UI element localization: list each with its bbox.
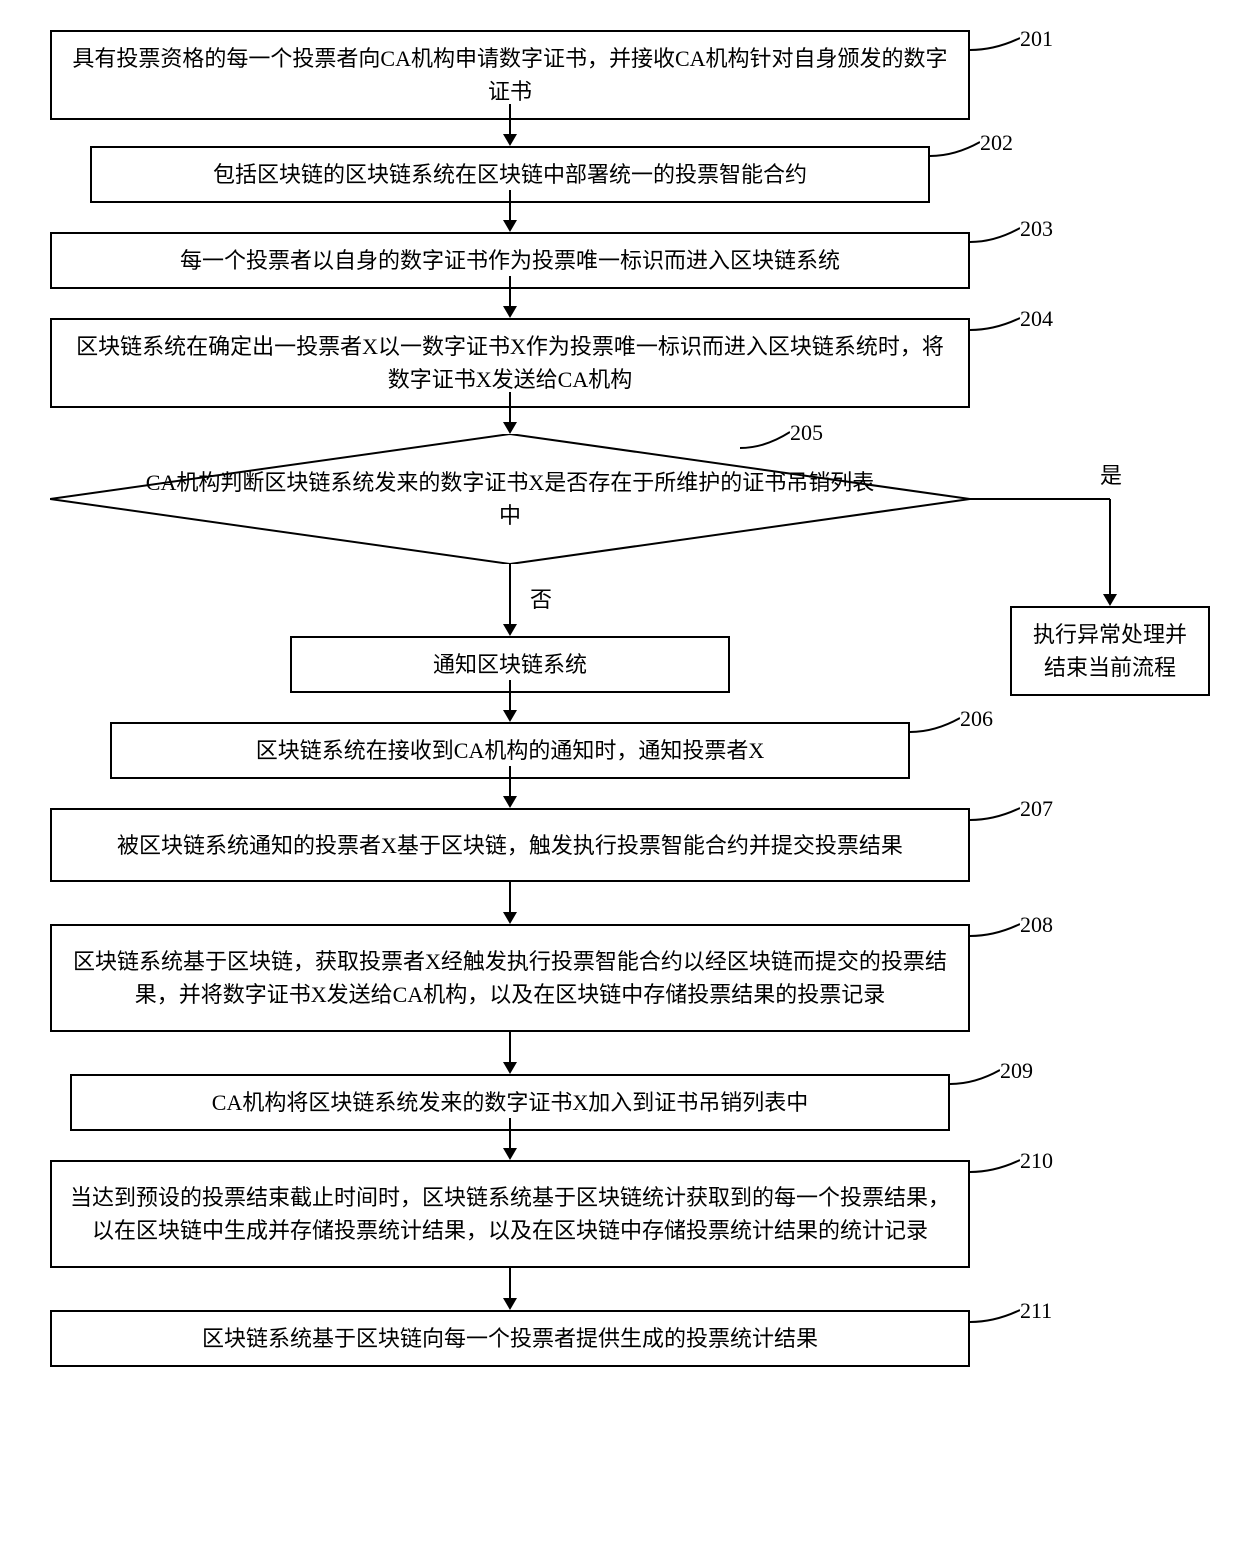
node-text: 当达到预设的投票结束截止时间时，区块链系统基于区块链统计获取到的每一个投票结果，… [68, 1181, 952, 1247]
node-text: 执行异常处理并结束当前流程 [1028, 618, 1192, 684]
step-label-211: 211 [1020, 1298, 1052, 1324]
node-text: CA机构将区块链系统发来的数字证书X加入到证书吊销列表中 [212, 1086, 808, 1119]
label-leader [930, 137, 980, 171]
label-leader [970, 803, 1020, 835]
arrow [509, 564, 511, 624]
edge-label-yes: 是 [1100, 458, 1122, 490]
arrow [509, 104, 511, 134]
label-leader [970, 919, 1020, 951]
step-label-205: 205 [790, 420, 823, 446]
arrow [509, 276, 511, 306]
step-label-209: 209 [1000, 1058, 1033, 1084]
label-leader [970, 33, 1020, 65]
node-208: 区块链系统基于区块链，获取投票者X经触发执行投票智能合约以经区块链而提交的投票结… [50, 924, 970, 1032]
arrow-head [503, 912, 517, 924]
node-205: CA机构判断区块链系统发来的数字证书X是否存在于所维护的证书吊销列表中 [50, 434, 970, 564]
node-text: 区块链系统在确定出一投票者X以一数字证书X作为投票唯一标识而进入区块链系统时，将… [68, 330, 952, 396]
label-leader [970, 1305, 1020, 1337]
label-leader [970, 313, 1020, 345]
arrow [509, 680, 511, 710]
arrow-head [503, 306, 517, 318]
step-label-206: 206 [960, 706, 993, 732]
arrow-head [503, 710, 517, 722]
step-label-201: 201 [1020, 26, 1053, 52]
node-text: CA机构判断区块链系统发来的数字证书X是否存在于所维护的证书吊销列表中 [142, 466, 878, 532]
arrow-head [503, 624, 517, 636]
step-label-208: 208 [1020, 912, 1053, 938]
arrow-head [503, 1298, 517, 1310]
label-leader [970, 1155, 1020, 1187]
step-label-210: 210 [1020, 1148, 1053, 1174]
arrow [509, 392, 511, 422]
node-text: 区块链系统在接收到CA机构的通知时，通知投票者X [256, 734, 764, 767]
node-210: 当达到预设的投票结束截止时间时，区块链系统基于区块链统计获取到的每一个投票结果，… [50, 1160, 970, 1268]
arrow [509, 766, 511, 796]
node-text: 包括区块链的区块链系统在区块链中部署统一的投票智能合约 [213, 158, 807, 191]
step-label-204: 204 [1020, 306, 1053, 332]
step-label-207: 207 [1020, 796, 1053, 822]
arrow-head [1103, 594, 1117, 606]
step-label-202: 202 [980, 130, 1013, 156]
arrow-yes-h [970, 498, 1110, 500]
arrow-head [503, 1148, 517, 1160]
node-text: 通知区块链系统 [433, 648, 587, 681]
label-leader [740, 427, 790, 463]
node-211: 区块链系统基于区块链向每一个投票者提供生成的投票统计结果 [50, 1310, 970, 1367]
arrow [509, 882, 511, 912]
arrow-yes-v [1109, 499, 1111, 594]
label-leader [950, 1065, 1000, 1099]
arrow-head [503, 422, 517, 434]
edge-label-no: 否 [530, 582, 552, 614]
arrow-head [503, 220, 517, 232]
node-text: 区块链系统基于区块链向每一个投票者提供生成的投票统计结果 [202, 1322, 818, 1355]
node-207: 被区块链系统通知的投票者X基于区块链，触发执行投票智能合约并提交投票结果 [50, 808, 970, 882]
node-text: 具有投票资格的每一个投票者向CA机构申请数字证书，并接收CA机构针对自身颁发的数… [68, 42, 952, 108]
label-leader [910, 713, 960, 747]
arrow [509, 190, 511, 220]
node-text: 每一个投票者以自身的数字证书作为投票唯一标识而进入区块链系统 [180, 244, 840, 277]
arrow-head [503, 796, 517, 808]
node-n_exception: 执行异常处理并结束当前流程 [1010, 606, 1210, 696]
arrow [509, 1118, 511, 1148]
arrow-head [503, 1062, 517, 1074]
node-text: 被区块链系统通知的投票者X基于区块链，触发执行投票智能合约并提交投票结果 [117, 829, 903, 862]
step-label-203: 203 [1020, 216, 1053, 242]
node-text: 区块链系统基于区块链，获取投票者X经触发执行投票智能合约以经区块链而提交的投票结… [68, 945, 952, 1011]
flowchart-container: 具有投票资格的每一个投票者向CA机构申请数字证书，并接收CA机构针对自身颁发的数… [20, 20, 1220, 1394]
arrow [509, 1268, 511, 1298]
arrow-head [503, 134, 517, 146]
arrow [509, 1032, 511, 1062]
label-leader [970, 223, 1020, 257]
